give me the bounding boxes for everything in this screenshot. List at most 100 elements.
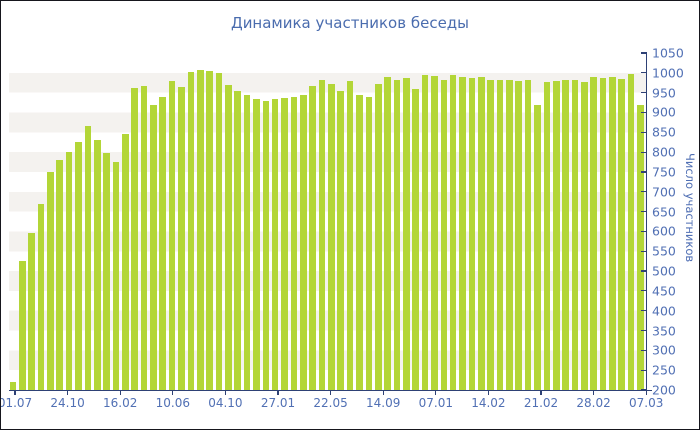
y-tick-mark <box>641 72 647 74</box>
y-tick-mark <box>641 329 647 332</box>
bar <box>552 81 560 390</box>
bar <box>281 98 288 390</box>
y-tick-mark <box>641 389 647 391</box>
bar <box>168 81 176 390</box>
bar <box>487 79 494 390</box>
y-tick-mark <box>641 310 647 312</box>
x-tick-mark <box>593 390 595 395</box>
y-tick-mark <box>641 191 647 193</box>
bar <box>206 71 213 390</box>
bar <box>56 160 64 390</box>
y-tick-mark <box>641 210 647 213</box>
x-tick-mark <box>277 390 279 395</box>
y-tick-label: 700 <box>652 184 676 200</box>
plot-area <box>9 53 646 390</box>
bar <box>459 76 466 390</box>
bar <box>477 76 485 390</box>
y-tick-mark <box>641 369 647 371</box>
y-tick-label: 950 <box>652 85 676 101</box>
bar <box>93 140 101 390</box>
bar <box>440 79 448 390</box>
x-tick-label: 01.07 <box>0 396 33 410</box>
y-tick-label: 450 <box>652 283 676 299</box>
bar <box>346 81 354 390</box>
bar <box>524 80 532 390</box>
y-tick-label: 750 <box>652 164 676 180</box>
bar <box>18 261 26 390</box>
bar <box>271 98 279 390</box>
y-tick-label: 400 <box>652 303 676 319</box>
x-tick-mark <box>172 390 174 395</box>
y-tick-label: 850 <box>652 124 676 140</box>
x-tick-mark <box>645 390 647 395</box>
bar <box>403 77 410 390</box>
y-tick-mark <box>641 171 647 173</box>
x-tick-label: 10.06 <box>155 396 190 410</box>
y-tick-label: 800 <box>652 144 676 160</box>
bar <box>637 104 644 390</box>
bar <box>290 96 298 390</box>
bar <box>412 88 419 390</box>
bar <box>47 171 54 390</box>
x-tick-mark <box>435 390 437 395</box>
bar <box>112 162 120 390</box>
y-tick-label: 350 <box>652 323 676 339</box>
bar <box>131 87 138 390</box>
bar <box>562 80 569 390</box>
y-tick-mark <box>641 349 647 351</box>
bar <box>159 96 167 390</box>
y-tick-label: 900 <box>652 104 676 120</box>
bar <box>65 152 73 390</box>
bar <box>215 73 223 390</box>
bar <box>365 96 373 390</box>
bar <box>581 81 588 390</box>
y-tick-mark <box>641 230 647 232</box>
bar <box>571 79 579 390</box>
bar <box>196 69 204 390</box>
bar <box>543 81 551 390</box>
y-tick-mark <box>641 111 647 114</box>
y-axis-line <box>645 52 647 391</box>
bar <box>356 95 363 390</box>
x-tick-label: 24.10 <box>50 396 85 410</box>
bar <box>178 87 185 390</box>
x-axis-line <box>9 389 652 391</box>
bar <box>393 79 401 390</box>
bar <box>627 74 635 390</box>
x-tick-label: 14.09 <box>366 396 401 410</box>
bar <box>431 76 438 390</box>
bar <box>150 104 157 390</box>
bar <box>9 382 17 390</box>
bar <box>243 94 251 390</box>
bar <box>225 84 232 390</box>
bar <box>506 79 513 390</box>
bar <box>468 77 476 390</box>
bar <box>187 72 195 390</box>
x-tick-label: 14.02 <box>471 396 506 410</box>
bar <box>253 99 260 390</box>
bar <box>421 75 429 390</box>
x-tick-mark <box>14 390 16 395</box>
x-tick-mark <box>67 390 69 395</box>
y-tick-mark <box>641 151 647 153</box>
y-tick-label: 600 <box>652 223 676 239</box>
bar <box>140 85 148 390</box>
chart-title: Динамика участников беседы <box>230 14 470 32</box>
y-tick-mark <box>641 52 647 54</box>
y-tick-mark <box>641 270 647 272</box>
y-tick-label: 650 <box>652 204 676 220</box>
x-tick-mark <box>382 390 384 395</box>
y-tick-label: 300 <box>652 342 676 358</box>
bar <box>384 76 391 390</box>
bar <box>262 100 270 390</box>
x-tick-label: 07.03 <box>629 396 664 410</box>
y-tick-label: 1000 <box>652 65 684 81</box>
bar <box>534 105 541 390</box>
bar <box>374 84 382 390</box>
bar <box>515 81 523 390</box>
bar <box>609 76 616 390</box>
x-tick-label: 04.10 <box>208 396 243 410</box>
bar <box>328 84 335 390</box>
bar <box>599 77 607 390</box>
bar <box>37 203 45 390</box>
